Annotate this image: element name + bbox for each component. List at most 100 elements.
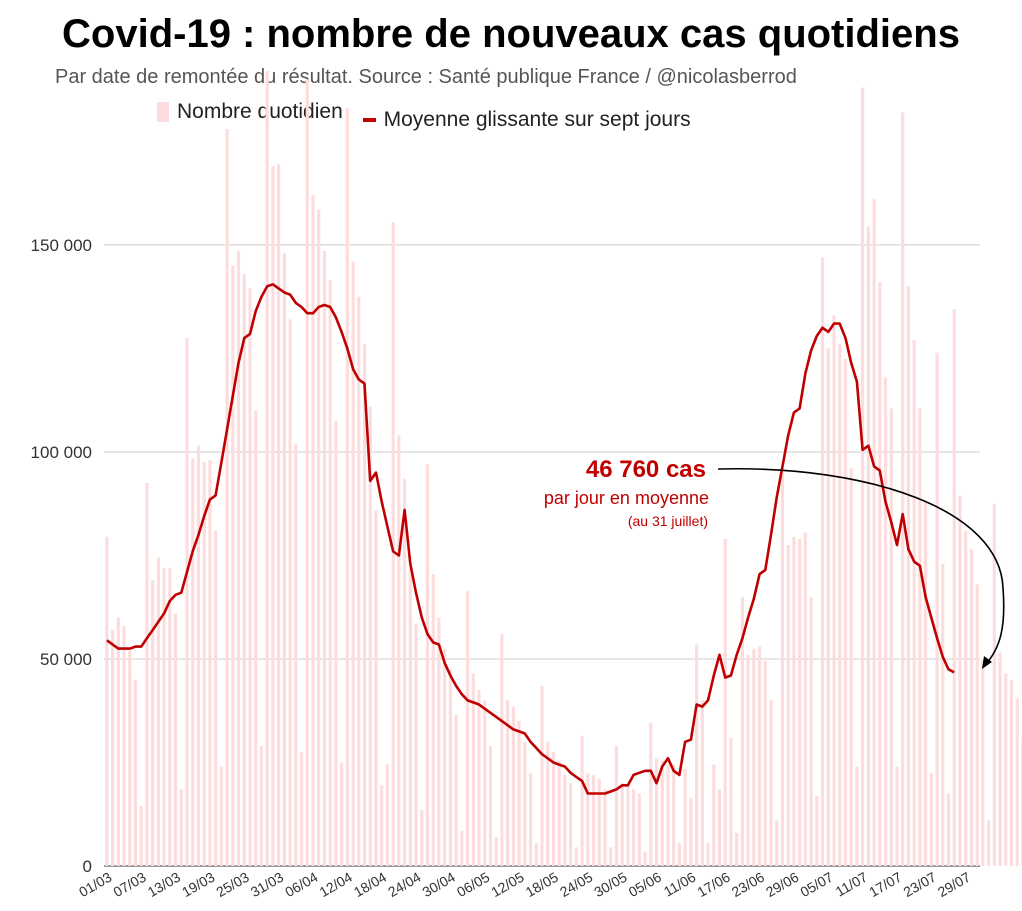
bar [443,648,447,866]
x-tick-label: 19/03 [179,869,218,900]
bar [717,789,722,866]
bar [757,646,762,866]
bar [941,563,945,866]
bar [403,478,407,866]
bar [139,805,143,866]
bar [855,766,859,866]
bar [111,629,115,866]
bar [368,406,372,866]
bar [843,358,848,866]
x-tick-label: 31/03 [248,869,287,900]
x-tick-label: 17/06 [694,869,733,900]
bar [179,789,183,866]
bar [849,468,853,866]
bar [128,650,132,866]
bar [792,536,796,866]
bar [637,793,641,866]
bar [540,685,544,866]
bar [288,319,292,867]
legend-line-label: Moyenne glissante sur sept jours [383,108,691,131]
x-tick-label: 06/05 [454,869,493,900]
bar [975,584,979,866]
bar [477,690,481,866]
bar [420,810,424,866]
bar [918,408,922,866]
bar [1015,698,1019,866]
bar [156,557,160,866]
bar [328,280,332,866]
bar [483,700,487,866]
x-tick-label: 30/05 [591,869,630,900]
bar [809,596,813,866]
bar [208,460,212,866]
bar [265,71,269,866]
bar [735,832,739,866]
bar [116,617,120,866]
bar [357,296,361,867]
bar [614,745,619,866]
bar [380,785,384,866]
bar [311,195,315,867]
bar [214,530,218,866]
bar [952,309,956,866]
bar [889,408,893,866]
bar [803,532,807,866]
bar [666,764,670,866]
x-tick-label: 12/05 [488,869,527,900]
bar [815,795,819,866]
bar-series [105,71,1022,867]
bar [1004,673,1008,866]
bar [689,797,693,866]
bar [259,745,264,866]
bar [133,679,138,866]
bar [740,596,744,866]
bar [574,847,578,866]
bar [752,648,756,866]
bar [322,251,327,866]
bar [981,658,985,866]
bar [632,789,636,866]
bar [414,623,418,866]
bar [494,837,498,866]
bar [700,700,704,866]
legend-line-swatch [362,118,376,122]
bar [385,764,389,866]
bar [775,820,779,866]
x-axis: 01/0307/0313/0319/0325/0331/0306/0412/04… [76,869,973,900]
bar [168,567,172,866]
bar [712,764,716,866]
legend-bar-swatch [157,102,169,122]
line-series [106,282,955,795]
bar [1009,679,1014,866]
bar [185,338,189,867]
bar [345,108,349,867]
x-tick-label: 24/04 [385,869,424,900]
bar [832,315,836,866]
legend: Nombre quotidien Moyenne glissante sur s… [157,100,705,132]
x-tick-label: 25/03 [213,869,252,900]
bar [471,673,475,866]
x-tick-label: 11/06 [661,869,699,900]
bar [334,420,338,866]
bar [162,567,166,866]
bar [517,721,521,866]
bar [488,745,493,866]
bar [591,774,596,866]
bar [769,700,773,866]
bar [677,843,681,866]
bar [145,483,149,866]
x-tick-label: 29/07 [935,869,974,900]
bar [901,112,905,866]
bar [706,843,710,866]
bar [597,779,601,866]
bar [992,503,996,866]
bar [609,847,613,866]
bar [511,706,515,866]
bar [282,253,286,866]
bar [987,820,991,866]
bar [826,348,830,866]
bar [683,768,687,866]
bar [557,760,561,866]
bar [861,87,865,867]
